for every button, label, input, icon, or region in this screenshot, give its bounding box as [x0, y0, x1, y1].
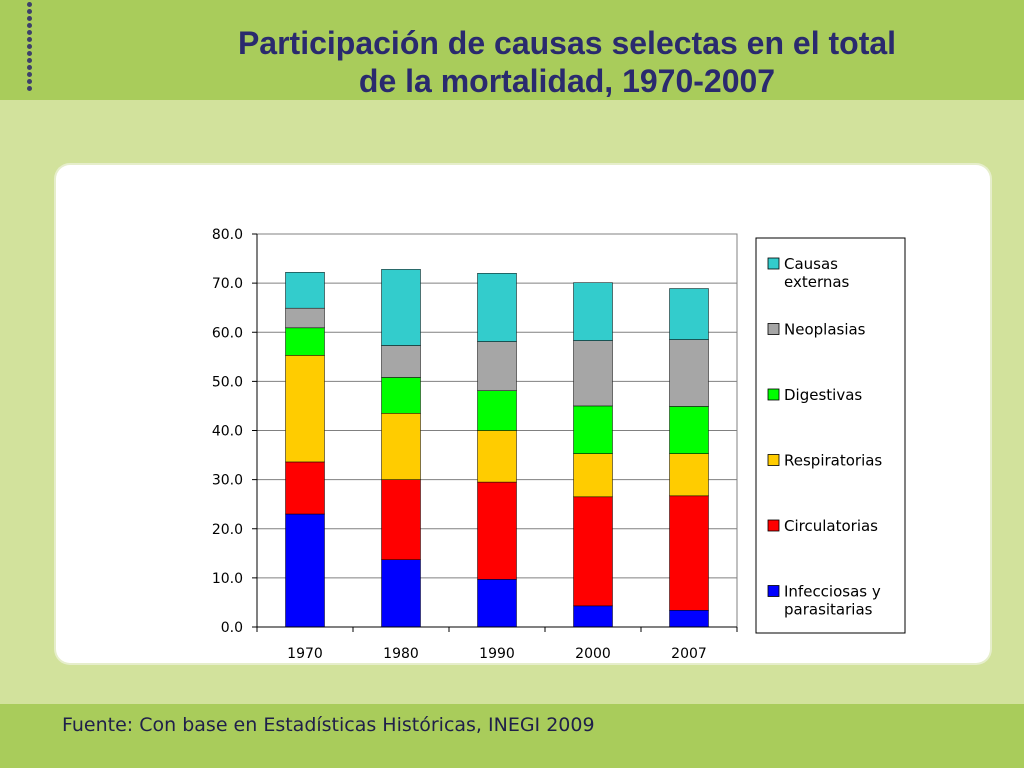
- source-note: Fuente: Con base en Estadísticas Históri…: [62, 714, 595, 736]
- bar-segment: [477, 430, 517, 483]
- legend-label: parasitarias: [784, 601, 873, 619]
- y-tick-label: 40.0: [212, 424, 243, 440]
- legend-label: Infecciosas y: [784, 583, 881, 601]
- legend-label: externas: [784, 273, 850, 291]
- dot: [27, 23, 32, 28]
- dot: [27, 51, 32, 56]
- bar-segment: [285, 461, 325, 515]
- page-title: Participación de causas selectas en el t…: [110, 24, 1024, 100]
- x-tick-label: 1980: [383, 646, 419, 662]
- bar-segment: [285, 307, 325, 329]
- dot: [27, 58, 32, 63]
- legend-swatch: [767, 519, 780, 532]
- x-tick-label: 2007: [671, 646, 707, 662]
- bar-segment: [573, 405, 613, 454]
- legend-swatch: [767, 257, 780, 270]
- bar-segment: [669, 406, 709, 454]
- header-band: [0, 0, 1024, 100]
- legend-box: [755, 237, 906, 634]
- dot: [27, 79, 32, 84]
- bar-segment: [669, 495, 709, 611]
- bar-segment: [381, 479, 421, 560]
- legend-swatch: [767, 388, 780, 401]
- x-tick-label: 1990: [479, 646, 515, 662]
- dot: [27, 44, 32, 49]
- bar-segment: [573, 340, 613, 407]
- legend-label: Causas: [784, 255, 838, 273]
- dot: [27, 30, 32, 35]
- bar-segment: [477, 390, 517, 431]
- bar-segment: [285, 355, 325, 463]
- dot: [27, 37, 32, 42]
- legend-swatch: [767, 323, 780, 335]
- legend-label: Circulatorias: [784, 517, 878, 535]
- footer-band: [0, 704, 1024, 768]
- bar-segment: [477, 579, 517, 628]
- bar-segment: [669, 610, 709, 628]
- bar-segment: [381, 269, 421, 346]
- bar-segment: [381, 377, 421, 414]
- bar-segment: [573, 605, 613, 628]
- dot: [27, 2, 32, 7]
- bar-segment: [285, 513, 325, 628]
- dot: [27, 86, 32, 91]
- y-tick-label: 20.0: [212, 522, 243, 538]
- legend-label: Digestivas: [784, 386, 862, 404]
- x-tick-label: 1970: [287, 646, 323, 662]
- dot: [27, 65, 32, 70]
- dot: [27, 9, 32, 14]
- bar-segment: [573, 496, 613, 607]
- bar-segment: [381, 345, 421, 378]
- y-tick-label: 70.0: [212, 276, 243, 292]
- bar-segment: [477, 273, 517, 342]
- bar-segment: [477, 341, 517, 391]
- dot: [27, 16, 32, 21]
- y-tick-label: 50.0: [212, 374, 243, 390]
- bar-segment: [285, 327, 325, 356]
- bar-segment: [381, 413, 421, 480]
- x-tick-label: 2000: [575, 646, 611, 662]
- bar-segment: [285, 272, 325, 309]
- bar-segment: [669, 339, 709, 407]
- bar-segment: [669, 453, 709, 497]
- y-tick-label: 0.0: [221, 620, 243, 636]
- bar-segment: [573, 453, 613, 498]
- y-tick-label: 60.0: [212, 325, 243, 341]
- title-line-2: de la mortalidad, 1970-2007: [358, 63, 776, 99]
- bar-segment: [381, 559, 421, 628]
- legend-swatch: [767, 454, 780, 466]
- chart-bars: [285, 269, 709, 628]
- legend-label: Neoplasias: [784, 321, 866, 339]
- y-tick-label: 10.0: [212, 571, 243, 587]
- bar-segment: [573, 282, 613, 341]
- chart-axes: 0.0 10.0 20.0 30.0 40.0 50.0 60.0 70.0 80.0 1970 1…: [212, 227, 738, 662]
- y-tick-label: 80.0: [212, 227, 243, 243]
- bar-segment: [669, 288, 709, 340]
- legend-swatch: [767, 585, 780, 597]
- y-tick-label: 30.0: [212, 473, 243, 489]
- legend-label: Respiratorias: [784, 452, 882, 470]
- bar-segment: [477, 481, 517, 580]
- title-line-1: Participación de causas selectas en el t…: [237, 25, 897, 61]
- decorative-dots: [26, 0, 34, 92]
- dot: [27, 72, 32, 77]
